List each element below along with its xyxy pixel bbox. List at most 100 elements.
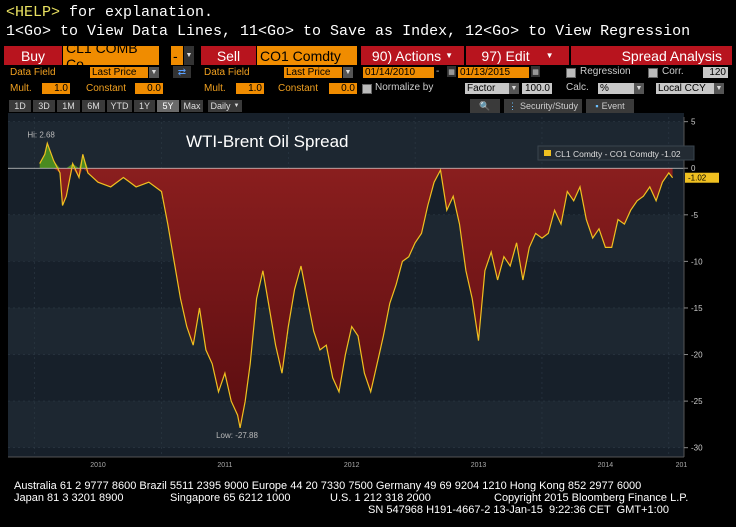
swap-tickers-icon[interactable]: ⇄ bbox=[173, 66, 191, 78]
y-tick-label: -20 bbox=[691, 351, 703, 360]
mult-label-1: Mult. bbox=[10, 83, 32, 94]
footer-japan: Japan 81 3 3201 8900 bbox=[14, 492, 124, 504]
chevron-down-icon[interactable]: ▼ bbox=[714, 83, 724, 94]
data-field-label-1: Data Field bbox=[10, 67, 56, 78]
range-tab-1m[interactable]: 1M bbox=[57, 100, 80, 112]
normalize-checkbox[interactable] bbox=[362, 84, 372, 94]
last-value-tag: -1.02 bbox=[685, 172, 719, 183]
y-tick-label: -30 bbox=[691, 444, 703, 453]
actions-menu-label: 90) Actions bbox=[371, 47, 442, 64]
range-tab-max[interactable]: Max bbox=[181, 100, 203, 112]
footer-contacts-line1: Australia 61 2 9777 8600 Brazil 5511 239… bbox=[14, 480, 642, 492]
event-icon: ▪ bbox=[595, 101, 599, 111]
range-tab-1d[interactable]: 1D bbox=[9, 100, 31, 112]
chart-title: WTI-Brent Oil Spread bbox=[186, 132, 349, 151]
chevron-down-icon[interactable]: ▼ bbox=[343, 67, 353, 78]
last-value-label: -1.02 bbox=[688, 174, 707, 183]
sell-button[interactable]: Sell bbox=[201, 46, 256, 65]
x-tick-label: 2012 bbox=[344, 462, 360, 469]
data-field-label-2: Data Field bbox=[204, 67, 250, 78]
range-tab-6m[interactable]: 6M bbox=[82, 100, 105, 112]
corr-checkbox[interactable] bbox=[648, 68, 658, 78]
range-tab-5y[interactable]: 5Y bbox=[157, 100, 179, 112]
y-tick-label: -5 bbox=[691, 211, 699, 220]
spread-series-line bbox=[39, 141, 674, 429]
x-tick-label: 2011 bbox=[217, 462, 232, 469]
range-tab-ytd[interactable]: YTD bbox=[107, 100, 132, 112]
zoom-icon[interactable]: 🔍 bbox=[470, 99, 500, 113]
constant-field-1[interactable]: 0.0 bbox=[135, 83, 163, 94]
operator-dropdown-icon[interactable]: ▼ bbox=[184, 46, 194, 65]
buy-button[interactable]: Buy bbox=[4, 46, 62, 65]
data-field-select-1[interactable]: Last Price bbox=[90, 67, 148, 78]
area-fills bbox=[8, 143, 684, 428]
chevron-down-icon: ▼ bbox=[545, 51, 554, 60]
range-tab-1y[interactable]: 1Y bbox=[134, 100, 155, 112]
constant-label-2: Constant bbox=[278, 83, 319, 94]
constant-label-1: Constant bbox=[86, 83, 127, 94]
chevron-down-icon[interactable]: ▼ bbox=[634, 83, 644, 94]
footer-us: U.S. 1 212 318 2000 bbox=[330, 492, 431, 504]
y-tick-label: -15 bbox=[691, 304, 703, 313]
low-marker-label: Low: -27.88 bbox=[216, 431, 258, 440]
security-study-label: Security/Study bbox=[519, 101, 579, 111]
spread-analysis-button[interactable]: Spread Analysis bbox=[571, 46, 732, 65]
chevron-down-icon[interactable]: ▼ bbox=[149, 67, 159, 78]
help-key[interactable]: <HELP> bbox=[6, 4, 61, 21]
ticker1-field[interactable]: CL1 COMB Co bbox=[63, 40, 159, 72]
date-range-dash: - bbox=[436, 66, 440, 77]
mult-field-1[interactable]: 1.0 bbox=[42, 83, 70, 94]
corr-label: Corr. bbox=[662, 66, 684, 77]
currency-select[interactable]: Local CCY bbox=[656, 83, 714, 94]
start-calendar-icon[interactable]: ▦ bbox=[447, 66, 456, 77]
normalize-label: Normalize by bbox=[375, 82, 434, 93]
actions-menu-button[interactable]: 90) Actions ▼ bbox=[361, 46, 464, 65]
chevron-down-icon: ▼ bbox=[233, 103, 240, 109]
event-button[interactable]: ▪ Event bbox=[586, 99, 634, 113]
edit-menu-label: 97) Edit bbox=[481, 47, 530, 64]
calc-select[interactable]: % bbox=[598, 83, 634, 94]
calc-label: Calc. bbox=[566, 82, 589, 93]
normalize-factor-field[interactable]: 100.0 bbox=[522, 83, 552, 94]
y-tick-label: 0 bbox=[691, 164, 696, 173]
negative-area bbox=[39, 168, 673, 428]
chevron-down-icon[interactable]: ▼ bbox=[509, 83, 519, 94]
high-marker-label: Hi: 2.68 bbox=[27, 130, 55, 139]
help-line: <HELP> for explanation. bbox=[6, 4, 213, 21]
edit-menu-button[interactable]: 97) Edit ▼ bbox=[466, 46, 569, 65]
footer-copyright: Copyright 2015 Bloomberg Finance L.P. bbox=[494, 492, 689, 504]
go-commands-line: 1<Go> to View Data Lines, 11<Go> to Save… bbox=[6, 23, 691, 40]
operator-field[interactable]: - bbox=[171, 46, 183, 65]
footer-singapore: Singapore 65 6212 1000 bbox=[170, 492, 291, 504]
y-tick-label: -10 bbox=[691, 257, 703, 266]
constant-field-2[interactable]: 0.0 bbox=[329, 83, 357, 94]
legend-label: CL1 Comdty - CO1 Comdty -1.02 bbox=[555, 149, 681, 159]
end-calendar-icon[interactable]: ▦ bbox=[531, 66, 540, 77]
security-study-button[interactable]: ⋮ Security/Study bbox=[504, 99, 582, 113]
x-tick-label: 2014 bbox=[598, 462, 614, 469]
period-label: Daily bbox=[210, 101, 231, 111]
normalize-method-select[interactable]: Factor bbox=[465, 83, 509, 94]
legend[interactable]: CL1 Comdty - CO1 Comdty -1.02 bbox=[537, 145, 695, 161]
mult-field-2[interactable]: 1.0 bbox=[236, 83, 264, 94]
spread-chart: 5 0 -5 -10 -15 -20 -25 -30 2010 2011 2012 2013 2014… bbox=[8, 113, 719, 469]
plot-band bbox=[8, 401, 684, 448]
start-date-field[interactable]: 01/14/2010 bbox=[363, 67, 434, 78]
chevron-down-icon: ▼ bbox=[445, 51, 454, 60]
x-tick-label: 201 bbox=[676, 462, 688, 469]
period-select[interactable]: Daily ▼ bbox=[208, 100, 242, 112]
legend-swatch bbox=[544, 150, 551, 156]
ticker2-field[interactable]: CO1 Comdty bbox=[257, 46, 357, 65]
y-tick-label: 5 bbox=[691, 118, 696, 127]
x-axis: 2010 2011 2012 2013 2014 201 bbox=[8, 456, 688, 469]
range-tab-3d[interactable]: 3D bbox=[33, 100, 55, 112]
regression-label: Regression bbox=[580, 66, 631, 77]
y-axis: 5 0 -5 -10 -15 -20 -25 -30 bbox=[683, 117, 703, 457]
corr-period-field[interactable]: 120 bbox=[703, 67, 728, 78]
end-date-field[interactable]: 01/13/2015 bbox=[458, 67, 529, 78]
event-label: Event bbox=[601, 101, 625, 111]
y-tick-label: -25 bbox=[691, 397, 703, 406]
x-tick-label: 2010 bbox=[90, 462, 106, 469]
regression-checkbox[interactable] bbox=[566, 68, 576, 78]
data-field-select-2[interactable]: Last Price bbox=[284, 67, 342, 78]
